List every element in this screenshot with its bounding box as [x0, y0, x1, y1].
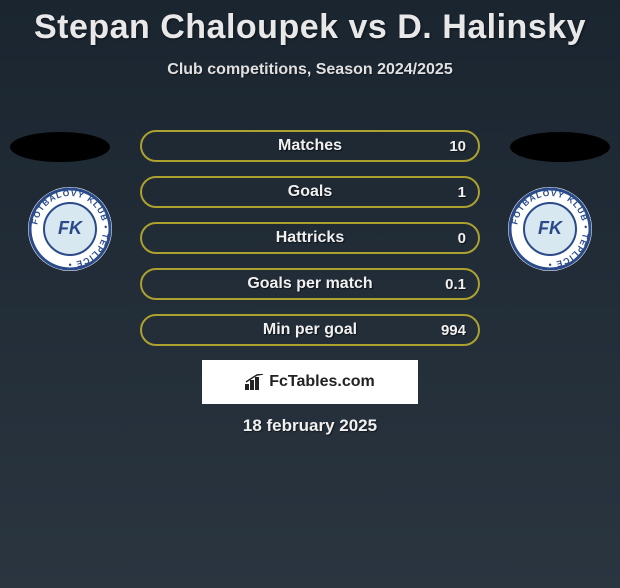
stat-label: Min per goal: [263, 321, 357, 339]
chart-icon: [245, 374, 265, 390]
stat-label: Goals: [288, 183, 332, 201]
stat-row: Goals per match 0.1: [140, 268, 480, 300]
date-text: 18 february 2025: [0, 416, 620, 436]
stat-value-right: 1: [458, 184, 466, 201]
club-badge-left: FOTBALOVÝ KLUB • TEPLICE • FK: [20, 186, 120, 272]
stat-value-right: 10: [449, 138, 466, 155]
player-silhouette-left: [10, 132, 110, 162]
attribution-badge: FcTables.com: [202, 360, 418, 404]
stat-value-right: 0.1: [445, 276, 466, 293]
page-subtitle: Club competitions, Season 2024/2025: [0, 61, 620, 79]
player-silhouette-right: [510, 132, 610, 162]
stat-value-right: 994: [441, 322, 466, 339]
svg-text:FK: FK: [538, 218, 564, 238]
stat-row: Goals 1: [140, 176, 480, 208]
svg-text:FK: FK: [58, 218, 84, 238]
stat-row: Min per goal 994: [140, 314, 480, 346]
stat-label: Matches: [278, 137, 342, 155]
stat-value-right: 0: [458, 230, 466, 247]
page-title: Stepan Chaloupek vs D. Halinsky: [0, 8, 620, 47]
stat-label: Hattricks: [276, 229, 344, 247]
club-badge-right: FOTBALOVÝ KLUB • TEPLICE • FK: [500, 186, 600, 272]
attribution-text: FcTables.com: [269, 373, 375, 391]
stats-container: Matches 10 Goals 1 Hattricks 0 Goals per match…: [140, 130, 480, 360]
stat-label: Goals per match: [247, 275, 372, 293]
stat-row: Hattricks 0: [140, 222, 480, 254]
stat-row: Matches 10: [140, 130, 480, 162]
